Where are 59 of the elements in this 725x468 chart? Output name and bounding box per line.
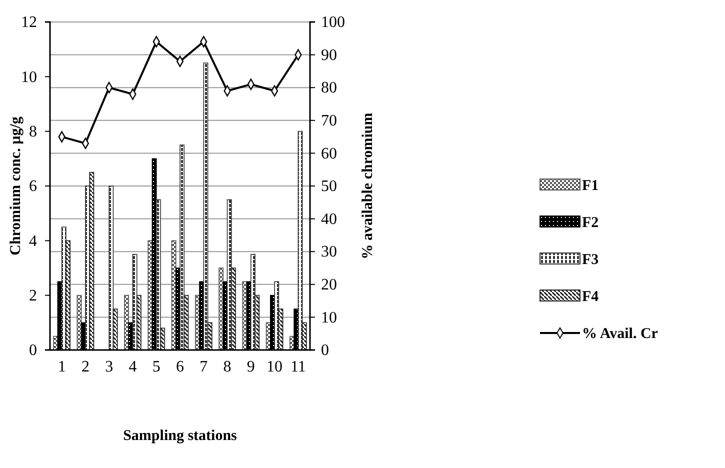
bar xyxy=(89,172,94,350)
legend-label: F2 xyxy=(582,215,599,231)
y2-axis-title: % available chromium xyxy=(360,112,376,260)
x-tick-label: 1 xyxy=(58,358,66,376)
x-tick-label: 2 xyxy=(81,358,90,376)
bar xyxy=(278,308,284,350)
bar xyxy=(148,240,153,350)
x-tick-label: 9 xyxy=(246,358,255,376)
bar xyxy=(184,294,189,350)
y-tick-label: 6 xyxy=(29,178,37,196)
bar xyxy=(132,254,138,350)
bar xyxy=(156,199,161,350)
y-tick-label: 2 xyxy=(29,287,37,304)
legend-label: % Avail. Cr xyxy=(582,326,658,342)
y-tick-label: 4 xyxy=(29,232,37,250)
legend-label: F1 xyxy=(582,178,599,194)
x-axis-title: Sampling stations xyxy=(123,428,238,444)
y2-tick-label: 90 xyxy=(321,46,337,64)
bar xyxy=(254,294,260,350)
bar xyxy=(274,281,280,350)
y-tick-label: 12 xyxy=(21,14,37,32)
y-axis-title: Chromium conc. µg/g xyxy=(8,116,24,256)
legend-label: F3 xyxy=(582,252,599,268)
x-tick-label: 6 xyxy=(176,358,184,376)
y2-tick-label: 60 xyxy=(321,145,337,162)
bar xyxy=(203,62,208,350)
y2-tick-label: 0 xyxy=(321,342,329,360)
y2-tick-label: 100 xyxy=(321,14,345,32)
bar xyxy=(124,294,129,350)
bar xyxy=(108,186,114,350)
y-tick-label: 8 xyxy=(29,123,37,140)
x-tick-label: 4 xyxy=(128,358,137,376)
bar xyxy=(231,268,236,350)
x-tick-label: 8 xyxy=(223,358,232,376)
bar xyxy=(302,322,307,350)
x-tick-label: 10 xyxy=(266,358,283,376)
bar xyxy=(207,322,212,350)
x-tick-label: 5 xyxy=(152,358,160,376)
y2-tick-label: 20 xyxy=(321,276,337,294)
y2-tick-label: 70 xyxy=(321,112,337,130)
bar xyxy=(226,199,232,350)
bar xyxy=(298,130,303,350)
x-tick-label: 7 xyxy=(200,358,208,376)
y2-tick-label: 30 xyxy=(321,244,337,261)
bar xyxy=(66,240,70,350)
y2-tick-label: 80 xyxy=(321,80,337,97)
bar xyxy=(112,308,118,350)
legend-label: F4 xyxy=(582,289,600,305)
bar xyxy=(136,294,142,350)
y-tick-label: 10 xyxy=(21,68,37,86)
y2-tick-label: 40 xyxy=(321,210,337,228)
bar xyxy=(242,281,248,350)
y-tick-label: 0 xyxy=(29,342,37,360)
y2-tick-label: 10 xyxy=(321,309,337,326)
bar xyxy=(180,144,185,350)
x-tick-label: 11 xyxy=(290,358,306,376)
y2-tick-label: 50 xyxy=(321,178,337,196)
x-tick-label: 3 xyxy=(105,358,114,376)
bar xyxy=(160,328,166,350)
